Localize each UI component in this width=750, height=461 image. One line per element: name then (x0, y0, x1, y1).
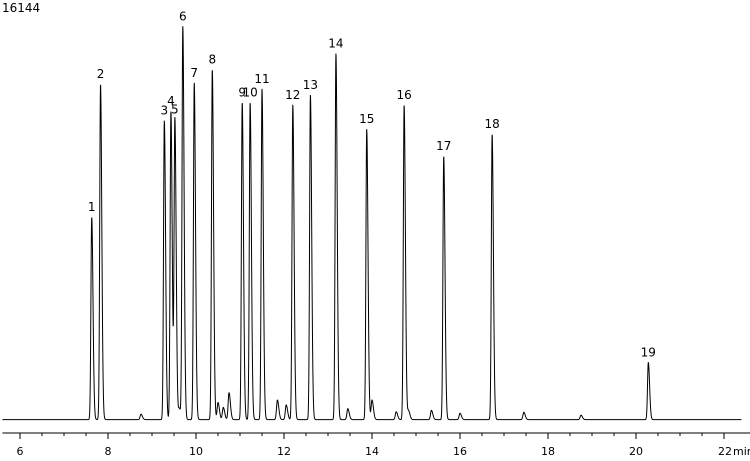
peak-label: 12 (285, 88, 300, 102)
peak-label: 15 (359, 112, 374, 126)
x-tick-label: 12 (277, 445, 291, 458)
x-tick-label: 8 (105, 445, 112, 458)
peak-label: 11 (254, 72, 269, 86)
x-tick-label: 22 (718, 445, 732, 458)
x-tick-label: 16 (453, 445, 467, 458)
peak-label: 8 (208, 52, 216, 66)
peak-label: 5 (171, 102, 179, 116)
peak-label: 7 (190, 66, 198, 80)
x-tick-label: 14 (365, 445, 379, 458)
peak-label: 4 (167, 94, 175, 108)
peak-label: 19 (641, 345, 656, 359)
chromatogram-trace (2, 26, 742, 421)
peak-label: 16 (396, 88, 411, 102)
peak-label: 10 (242, 85, 257, 99)
peak-label: 14 (328, 37, 343, 51)
x-tick-label: 10 (189, 445, 203, 458)
x-tick-label: 20 (629, 445, 643, 458)
peak-label: 17 (436, 139, 451, 153)
peak-label: 18 (484, 117, 499, 131)
peak-label: 3 (160, 104, 168, 118)
peak-label: 9 (238, 85, 246, 99)
peak-label: 13 (303, 78, 318, 92)
peak-label: 2 (97, 67, 105, 81)
peak-label: 6 (179, 10, 187, 24)
x-tick-label: 18 (541, 445, 555, 458)
x-unit-label: min (733, 445, 750, 458)
y-max-label: 16144 (2, 1, 40, 15)
x-tick-label: 6 (17, 445, 24, 458)
peak-label: 1 (88, 200, 96, 214)
